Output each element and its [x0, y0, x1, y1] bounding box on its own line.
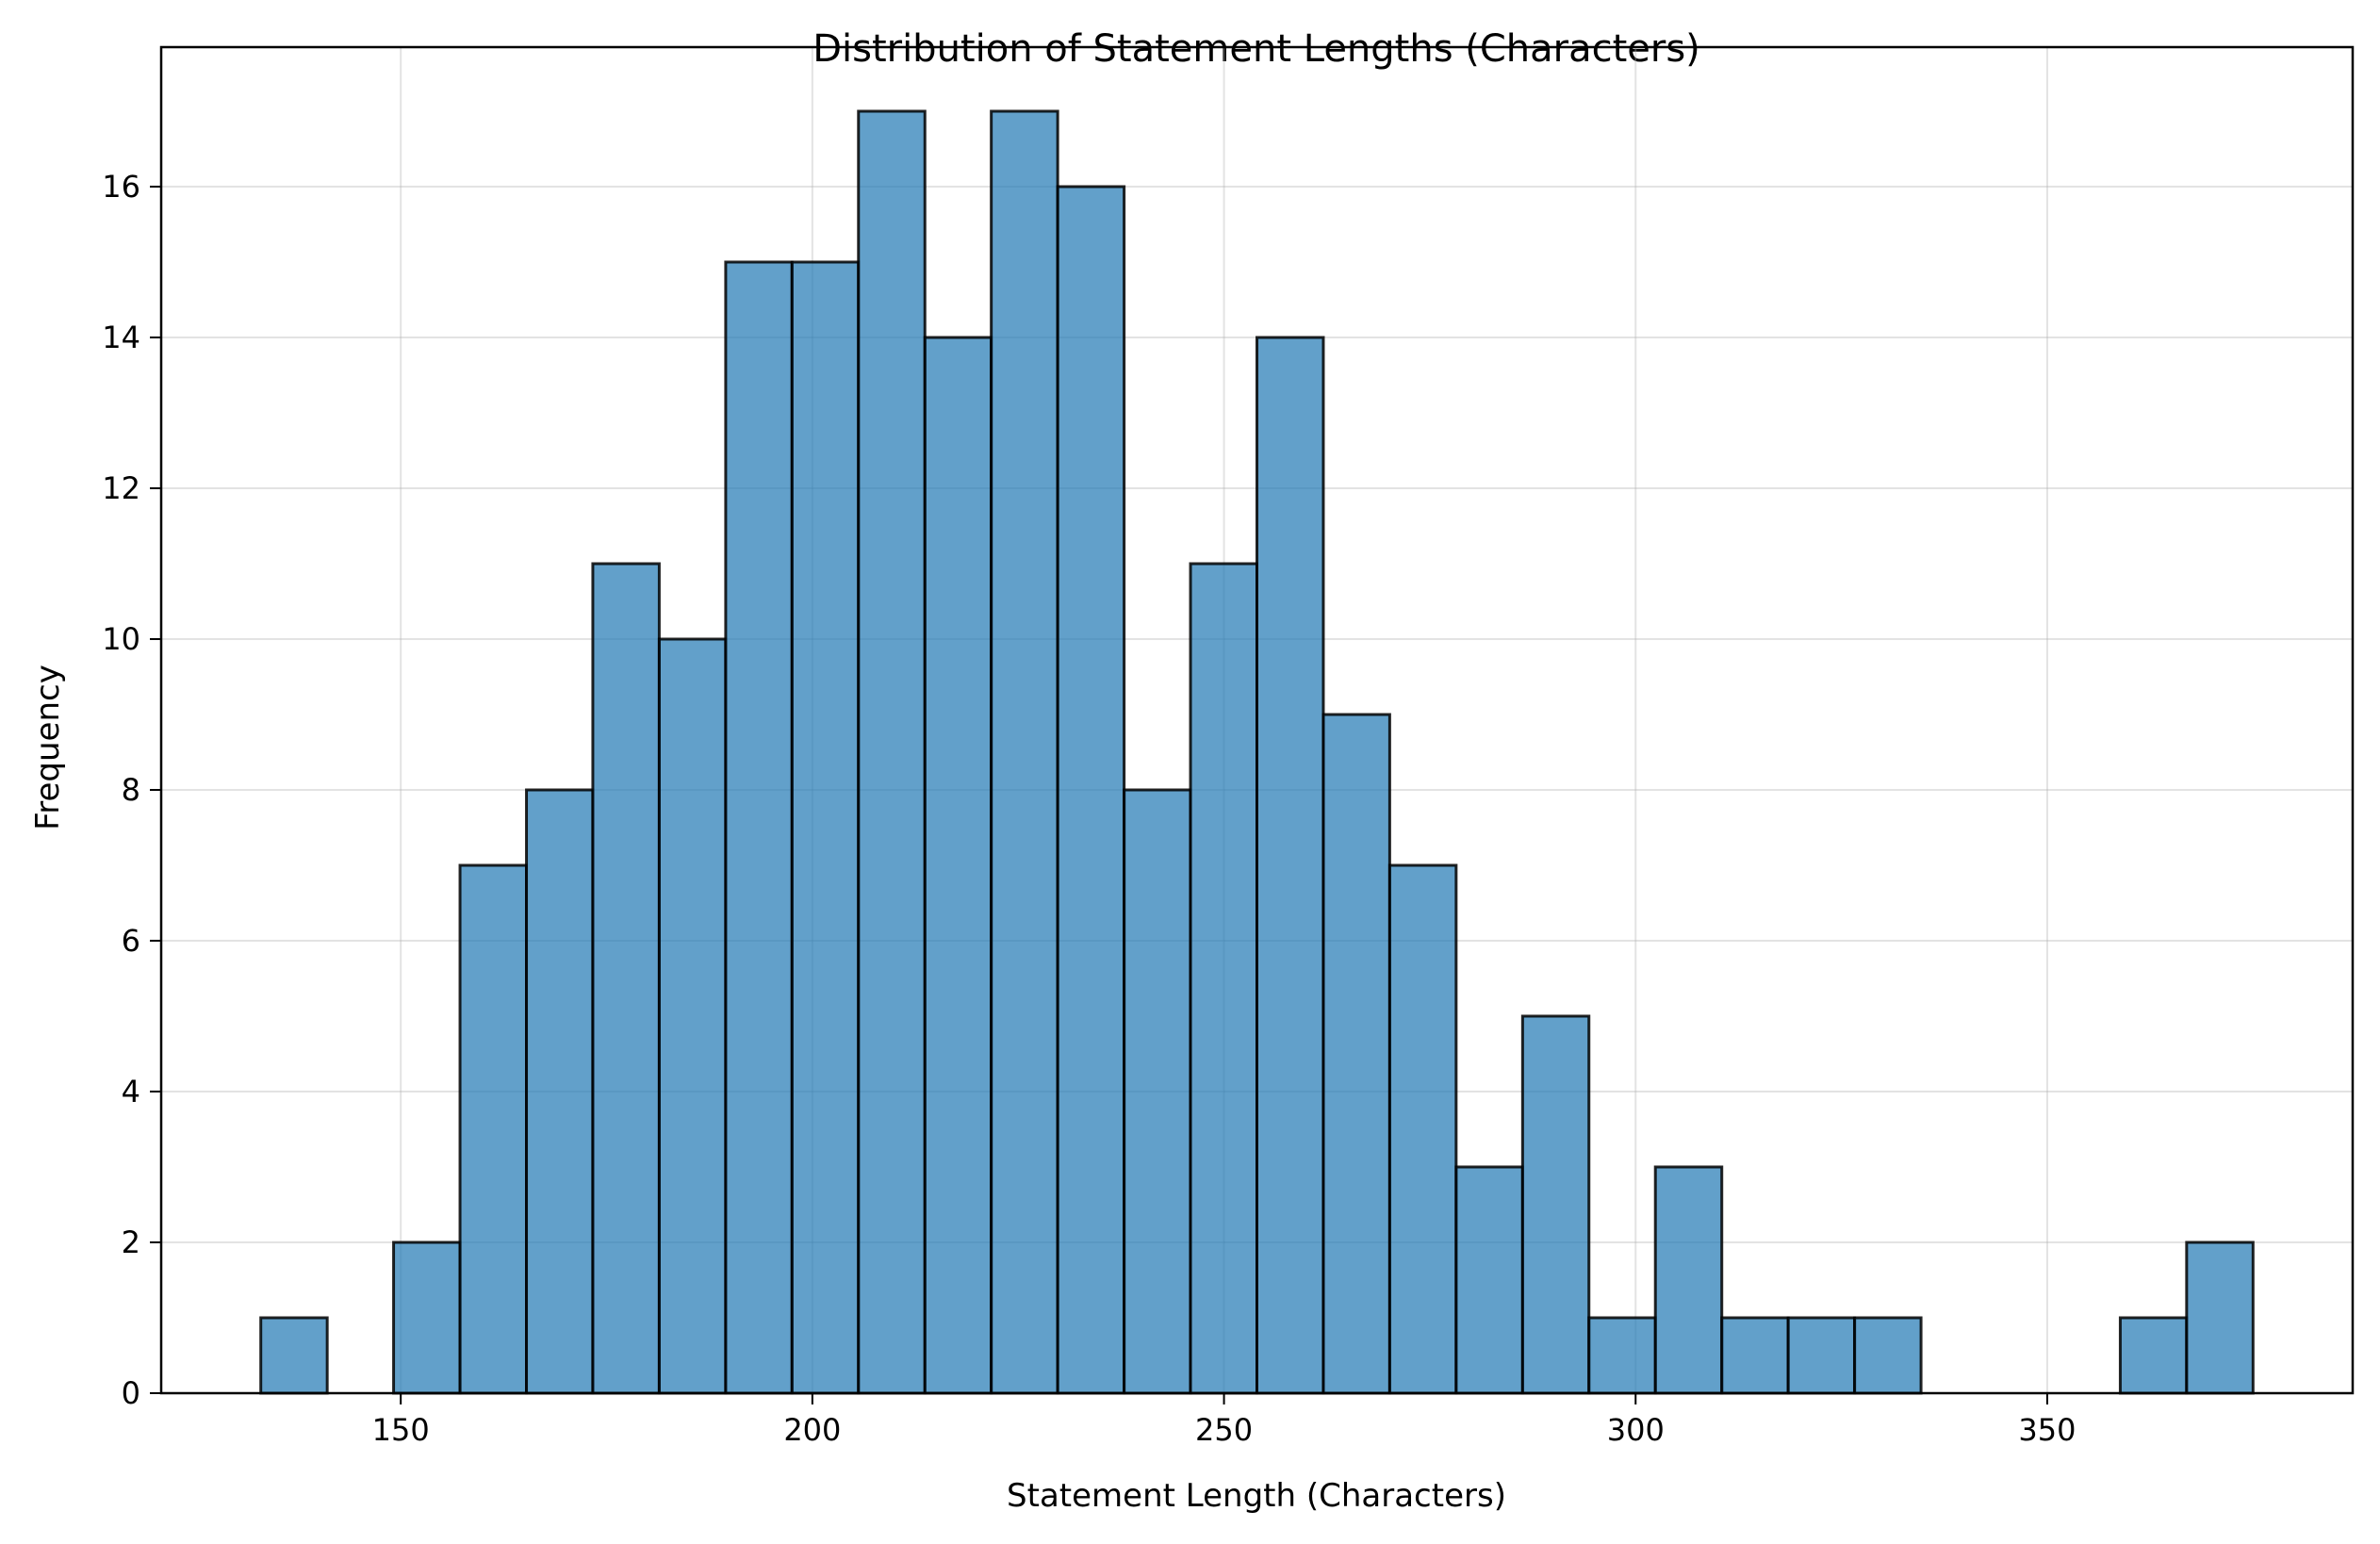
x-axis-label: Statement Length (Characters) [1007, 1477, 1506, 1515]
histogram-bar [1189, 562, 1259, 1395]
histogram-bar [790, 260, 861, 1395]
histogram-bar [1056, 185, 1126, 1395]
histogram-bar [2118, 1316, 2189, 1395]
histogram-bars [259, 109, 2255, 1395]
histogram-bar [1520, 1014, 1591, 1395]
histogram-bar [923, 336, 993, 1395]
x-tick-label: 350 [2018, 1412, 2076, 1448]
histogram-bar [1853, 1316, 1923, 1395]
y-tick-label: 16 [102, 169, 140, 205]
x-tick-label: 150 [372, 1412, 430, 1448]
y-tick-label: 6 [122, 923, 140, 959]
histogram-bar [724, 260, 794, 1395]
histogram-bar [990, 109, 1059, 1395]
y-tick-label: 12 [102, 470, 140, 506]
x-axis-ticks: 150 200 250 300 350 [372, 1393, 2076, 1448]
chart-title: Distribution of Statement Lengths (Chara… [812, 27, 1700, 71]
histogram-bar [259, 1316, 329, 1395]
y-axis-label: Frequency [29, 665, 67, 830]
histogram-bar [1587, 1316, 1657, 1395]
plot-frame [159, 45, 2355, 1395]
y-axis-ticks: 0 2 4 6 8 10 12 14 16 [102, 169, 161, 1411]
histogram-bar [657, 637, 728, 1395]
histogram-bar [2185, 1240, 2255, 1395]
x-tick-label: 200 [783, 1412, 841, 1448]
y-tick-label: 0 [122, 1375, 140, 1411]
histogram-bar [1123, 788, 1192, 1395]
x-tick-label: 250 [1195, 1412, 1253, 1448]
histogram-bar [591, 562, 661, 1395]
y-tick-label: 14 [102, 320, 140, 355]
y-tick-label: 8 [122, 772, 140, 808]
histogram-bar [1720, 1316, 1790, 1395]
histogram-bar [857, 109, 927, 1395]
histogram-bar [458, 863, 529, 1395]
histogram-bar [1786, 1316, 1857, 1395]
y-tick-label: 4 [122, 1074, 140, 1109]
x-tick-label: 300 [1607, 1412, 1665, 1448]
histogram-bar [1256, 336, 1325, 1395]
histogram-bar [1653, 1165, 1724, 1395]
histogram-bar [525, 788, 595, 1395]
histogram-bar [1387, 863, 1458, 1395]
histogram-bar [1454, 1165, 1524, 1395]
histogram-bar [1321, 713, 1391, 1395]
y-tick-label: 2 [122, 1224, 140, 1260]
y-tick-label: 10 [102, 621, 140, 657]
histogram-bar [392, 1240, 462, 1395]
